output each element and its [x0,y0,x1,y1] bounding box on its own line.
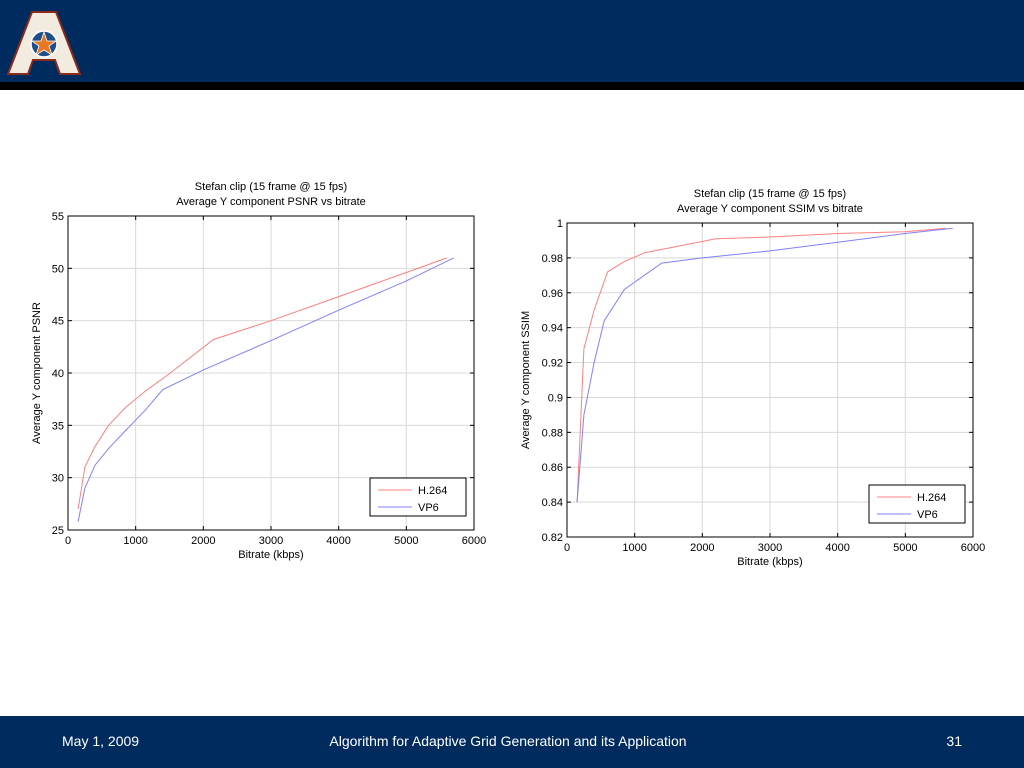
ssim-chart: Stefan clip (15 frame @ 15 fps) Average Y… [520,188,985,568]
chart-title: Stefan clip (15 frame @ 15 fps) [694,188,846,200]
university-logo-icon [6,11,82,75]
x-tick-label: 6000 [462,535,486,547]
legend-box [868,484,966,524]
legend-label: VP6 [917,509,938,521]
y-tick-label: 30 [52,473,64,485]
y-tick-label: 0.84 [542,497,563,509]
chart-title: Stefan clip (15 frame @ 15 fps) [195,181,347,193]
y-tick-label: 0.9 [548,392,563,404]
x-tick-label: 4000 [825,542,849,554]
y-tick-label: 50 [52,263,64,275]
header-rule [0,82,1024,90]
psnr-chart: Stefan clip (15 frame @ 15 fps) Average Y… [31,181,486,561]
y-tick-label: 0.94 [542,323,563,335]
x-tick-label: 4000 [326,535,350,547]
chart-subtitle: Average Y component PSNR vs bitrate [176,196,366,208]
footer-bar: May 1, 2009 Algorithm for Adaptive Grid … [0,716,1024,768]
y-tick-label: 0.86 [542,462,563,474]
legend-label: H.264 [418,485,447,497]
y-tick-label: 25 [52,525,64,537]
y-tick-label: 35 [52,420,64,432]
y-axis-label: Average Y component SSIM [520,311,532,449]
legend-box [369,477,467,517]
legend-label: H.264 [917,492,946,504]
series-line-h264 [77,257,448,510]
page-number: 31 [946,733,962,749]
chart-subtitle: Average Y component SSIM vs bitrate [677,203,863,215]
y-tick-label: 1 [557,218,563,230]
y-tick-label: 0.96 [542,288,563,300]
x-axis-label: Bitrate (kbps) [238,549,303,561]
x-tick-label: 5000 [394,535,418,547]
y-tick-label: 45 [52,316,64,328]
x-tick-label: 2000 [191,535,215,547]
x-tick-label: 5000 [893,542,917,554]
series-line-h264 [576,227,946,503]
x-tick-label: 2000 [690,542,714,554]
series-line-vp6 [576,227,953,503]
x-axis-label: Bitrate (kbps) [737,556,802,568]
y-tick-label: 0.98 [542,253,563,265]
x-tick-label: 3000 [259,535,283,547]
y-tick-label: 0.92 [542,358,563,370]
y-tick-label: 0.82 [542,532,563,544]
legend-label: VP6 [418,502,439,514]
x-tick-label: 0 [564,542,570,554]
x-tick-label: 1000 [622,542,646,554]
y-tick-label: 0.88 [542,427,563,439]
y-tick-label: 40 [52,368,64,380]
x-tick-label: 1000 [123,535,147,547]
x-tick-label: 6000 [961,542,985,554]
series-line-vp6 [77,257,454,522]
x-tick-label: 3000 [758,542,782,554]
footer-date: May 1, 2009 [62,733,140,749]
header-bar [0,0,1024,82]
y-axis-label: Average Y component PSNR [31,302,43,444]
footer-title: Algorithm for Adaptive Grid Generation a… [329,733,687,749]
axes-frame [566,222,974,538]
axes-frame [67,215,475,531]
y-tick-label: 55 [52,211,64,223]
x-tick-label: 0 [65,535,71,547]
